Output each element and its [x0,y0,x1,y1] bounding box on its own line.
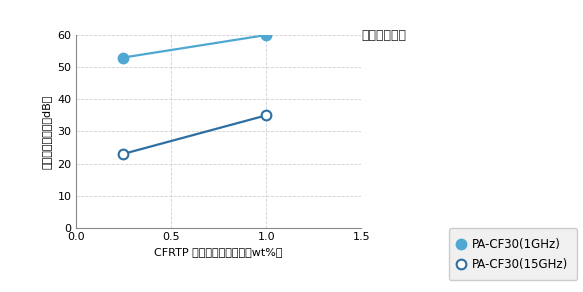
Legend: PA-CF30(1GHz), PA-CF30(15GHz): PA-CF30(1GHz), PA-CF30(15GHz) [449,228,577,280]
X-axis label: CFRTP 成形品中の繊維長（wt%）: CFRTP 成形品中の繊維長（wt%） [154,248,283,258]
Y-axis label: 電波しゃへい性（dB）: 電波しゃへい性（dB） [42,94,52,168]
Text: 平面波減衰法: 平面波減衰法 [361,29,406,42]
